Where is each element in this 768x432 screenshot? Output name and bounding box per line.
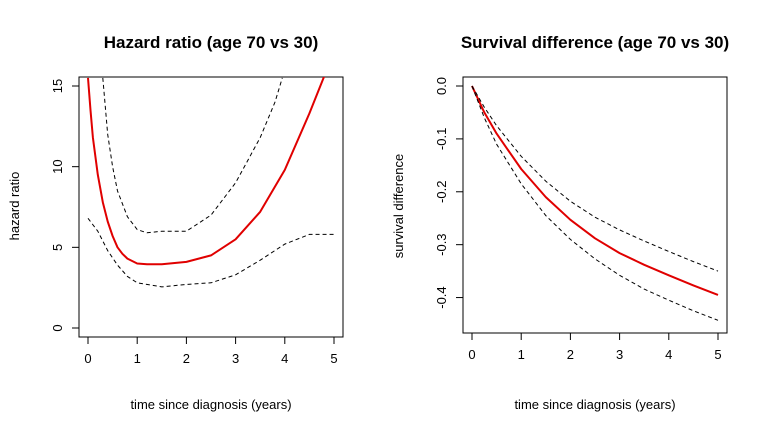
y-tick-label: 0.0	[434, 77, 449, 95]
x-tick-label: 4	[665, 347, 672, 362]
lower-ci-line	[87, 217, 334, 288]
x-tick-label: 0	[84, 351, 91, 366]
survival-difference-panel: Survival difference (age 70 vs 30) time …	[391, 33, 729, 412]
x-tick-label: 4	[281, 351, 288, 366]
x-axis-label: time since diagnosis (years)	[130, 397, 291, 412]
upper-ci-line	[471, 85, 719, 272]
x-tick-label: 1	[134, 351, 141, 366]
y-tick-label: -0.2	[434, 181, 449, 203]
x-tick-label: 5	[714, 347, 721, 362]
x-tick-label: 3	[232, 351, 239, 366]
series-group	[471, 85, 719, 321]
x-tick-label: 0	[468, 347, 475, 362]
y-tick-label: -0.1	[434, 128, 449, 150]
chart-title: Hazard ratio (age 70 vs 30)	[104, 33, 318, 52]
chart-title: Survival difference (age 70 vs 30)	[461, 33, 729, 52]
y-tick-label: 5	[50, 244, 65, 251]
series-group	[87, 77, 334, 288]
y-tick-label: 15	[50, 79, 65, 93]
y-tick-label: -0.4	[434, 286, 449, 308]
lower-ci-line	[471, 85, 719, 321]
estimate-line	[471, 85, 719, 296]
y-tick-label: 0	[50, 324, 65, 331]
y-axis-label: hazard ratio	[7, 172, 22, 241]
x-tick-label: 1	[518, 347, 525, 362]
x-axis-label: time since diagnosis (years)	[514, 397, 675, 412]
x-tick-label: 5	[330, 351, 337, 366]
x-tick-label: 2	[183, 351, 190, 366]
estimate-line	[87, 77, 325, 266]
x-tick-label: 3	[616, 347, 623, 362]
x-tick-label: 2	[567, 347, 574, 362]
hazard-ratio-panel: Hazard ratio (age 70 vs 30) time since d…	[7, 33, 344, 412]
upper-ci-line	[102, 77, 283, 234]
y-tick-label: 10	[50, 159, 65, 173]
plot-frame	[462, 76, 728, 334]
plot-frame	[78, 76, 344, 338]
y-tick-label: -0.3	[434, 233, 449, 255]
y-axis-label: survival difference	[391, 154, 406, 259]
